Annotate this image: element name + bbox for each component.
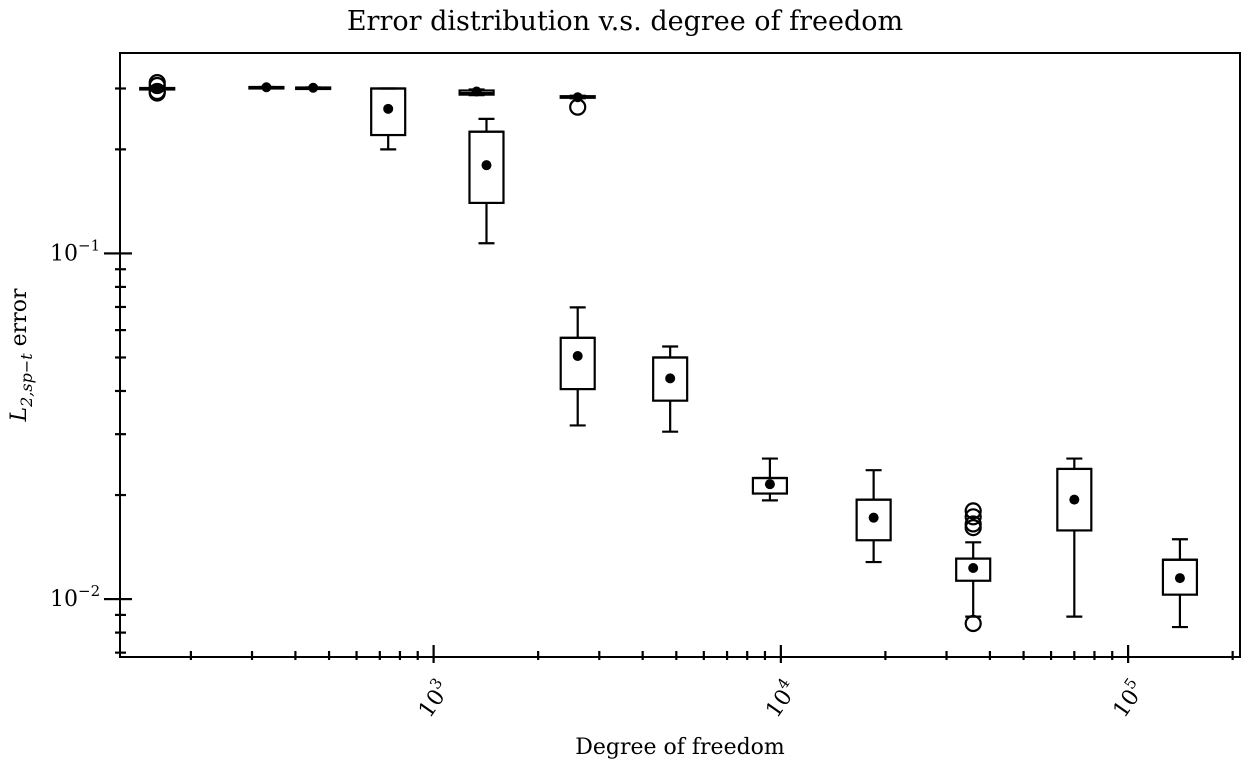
y-tick-base: 10 [50, 241, 78, 266]
y-tick-label: 10−2 [50, 582, 100, 612]
x-tick-label-text: 103 [410, 674, 456, 722]
boxes-layer [139, 74, 1199, 633]
box-plot [295, 82, 332, 93]
x-tick-label: 103 [410, 674, 456, 722]
box-plot [751, 457, 789, 502]
x-tick-label-text: 105 [1104, 674, 1150, 722]
mean-point [764, 479, 775, 490]
x-tick-label: 105 [1104, 674, 1150, 722]
x-axis-label: Degree of freedom [575, 735, 785, 760]
y-tick-exp: −2 [78, 582, 100, 600]
chart-title: Error distribution v.s. degree of freedo… [347, 6, 903, 37]
box-plot [1056, 457, 1093, 618]
box-plot [652, 345, 689, 433]
y-axis: 10−110−2 [50, 87, 132, 654]
box [559, 336, 596, 391]
box-plot [370, 87, 407, 151]
box-plot [559, 92, 596, 116]
mean-point [968, 563, 979, 574]
y-axis-label: L2,sp−t error [7, 288, 36, 422]
flier-point [964, 614, 982, 633]
x-tick-base: 10 [761, 685, 798, 722]
y-tick-label: 10−1 [50, 236, 100, 266]
box-plot [955, 502, 992, 633]
box-plot [1161, 538, 1199, 629]
x-tick-base: 10 [414, 685, 451, 722]
x-tick-label-text: 104 [757, 674, 803, 722]
x-tick-base: 10 [1109, 685, 1146, 722]
box-plot [559, 306, 596, 427]
box-plot [139, 74, 176, 102]
mean-point [572, 350, 583, 361]
flier-point [964, 508, 982, 526]
flier-point [964, 515, 982, 533]
y-tick-base: 10 [50, 587, 78, 612]
mean-point [308, 82, 319, 93]
flier-point [148, 76, 166, 95]
mean-point [383, 103, 394, 114]
y-axis-label-sub: 2,sp−t [17, 353, 36, 408]
mean-point [665, 373, 676, 384]
mean-point [471, 86, 482, 97]
y-axis-label-tail: error [7, 288, 32, 353]
mean-point [572, 92, 583, 103]
box-plot [248, 82, 285, 93]
y-tick-exp: −1 [78, 236, 100, 254]
mean-point [152, 82, 163, 93]
flier-point [964, 502, 982, 520]
x-tick-label: 104 [757, 674, 803, 722]
mean-point [868, 512, 879, 523]
plot-frame [119, 52, 1241, 658]
svg-text:L2,sp−t error: L2,sp−t error [7, 288, 36, 422]
mean-point [481, 160, 492, 171]
mean-point [1069, 494, 1080, 505]
mean-point [261, 82, 272, 93]
box-plot [458, 86, 495, 97]
y-axis-label-main: L [7, 407, 32, 423]
box-plot [855, 469, 892, 564]
box-plot [468, 117, 505, 245]
mean-point [1174, 573, 1185, 584]
